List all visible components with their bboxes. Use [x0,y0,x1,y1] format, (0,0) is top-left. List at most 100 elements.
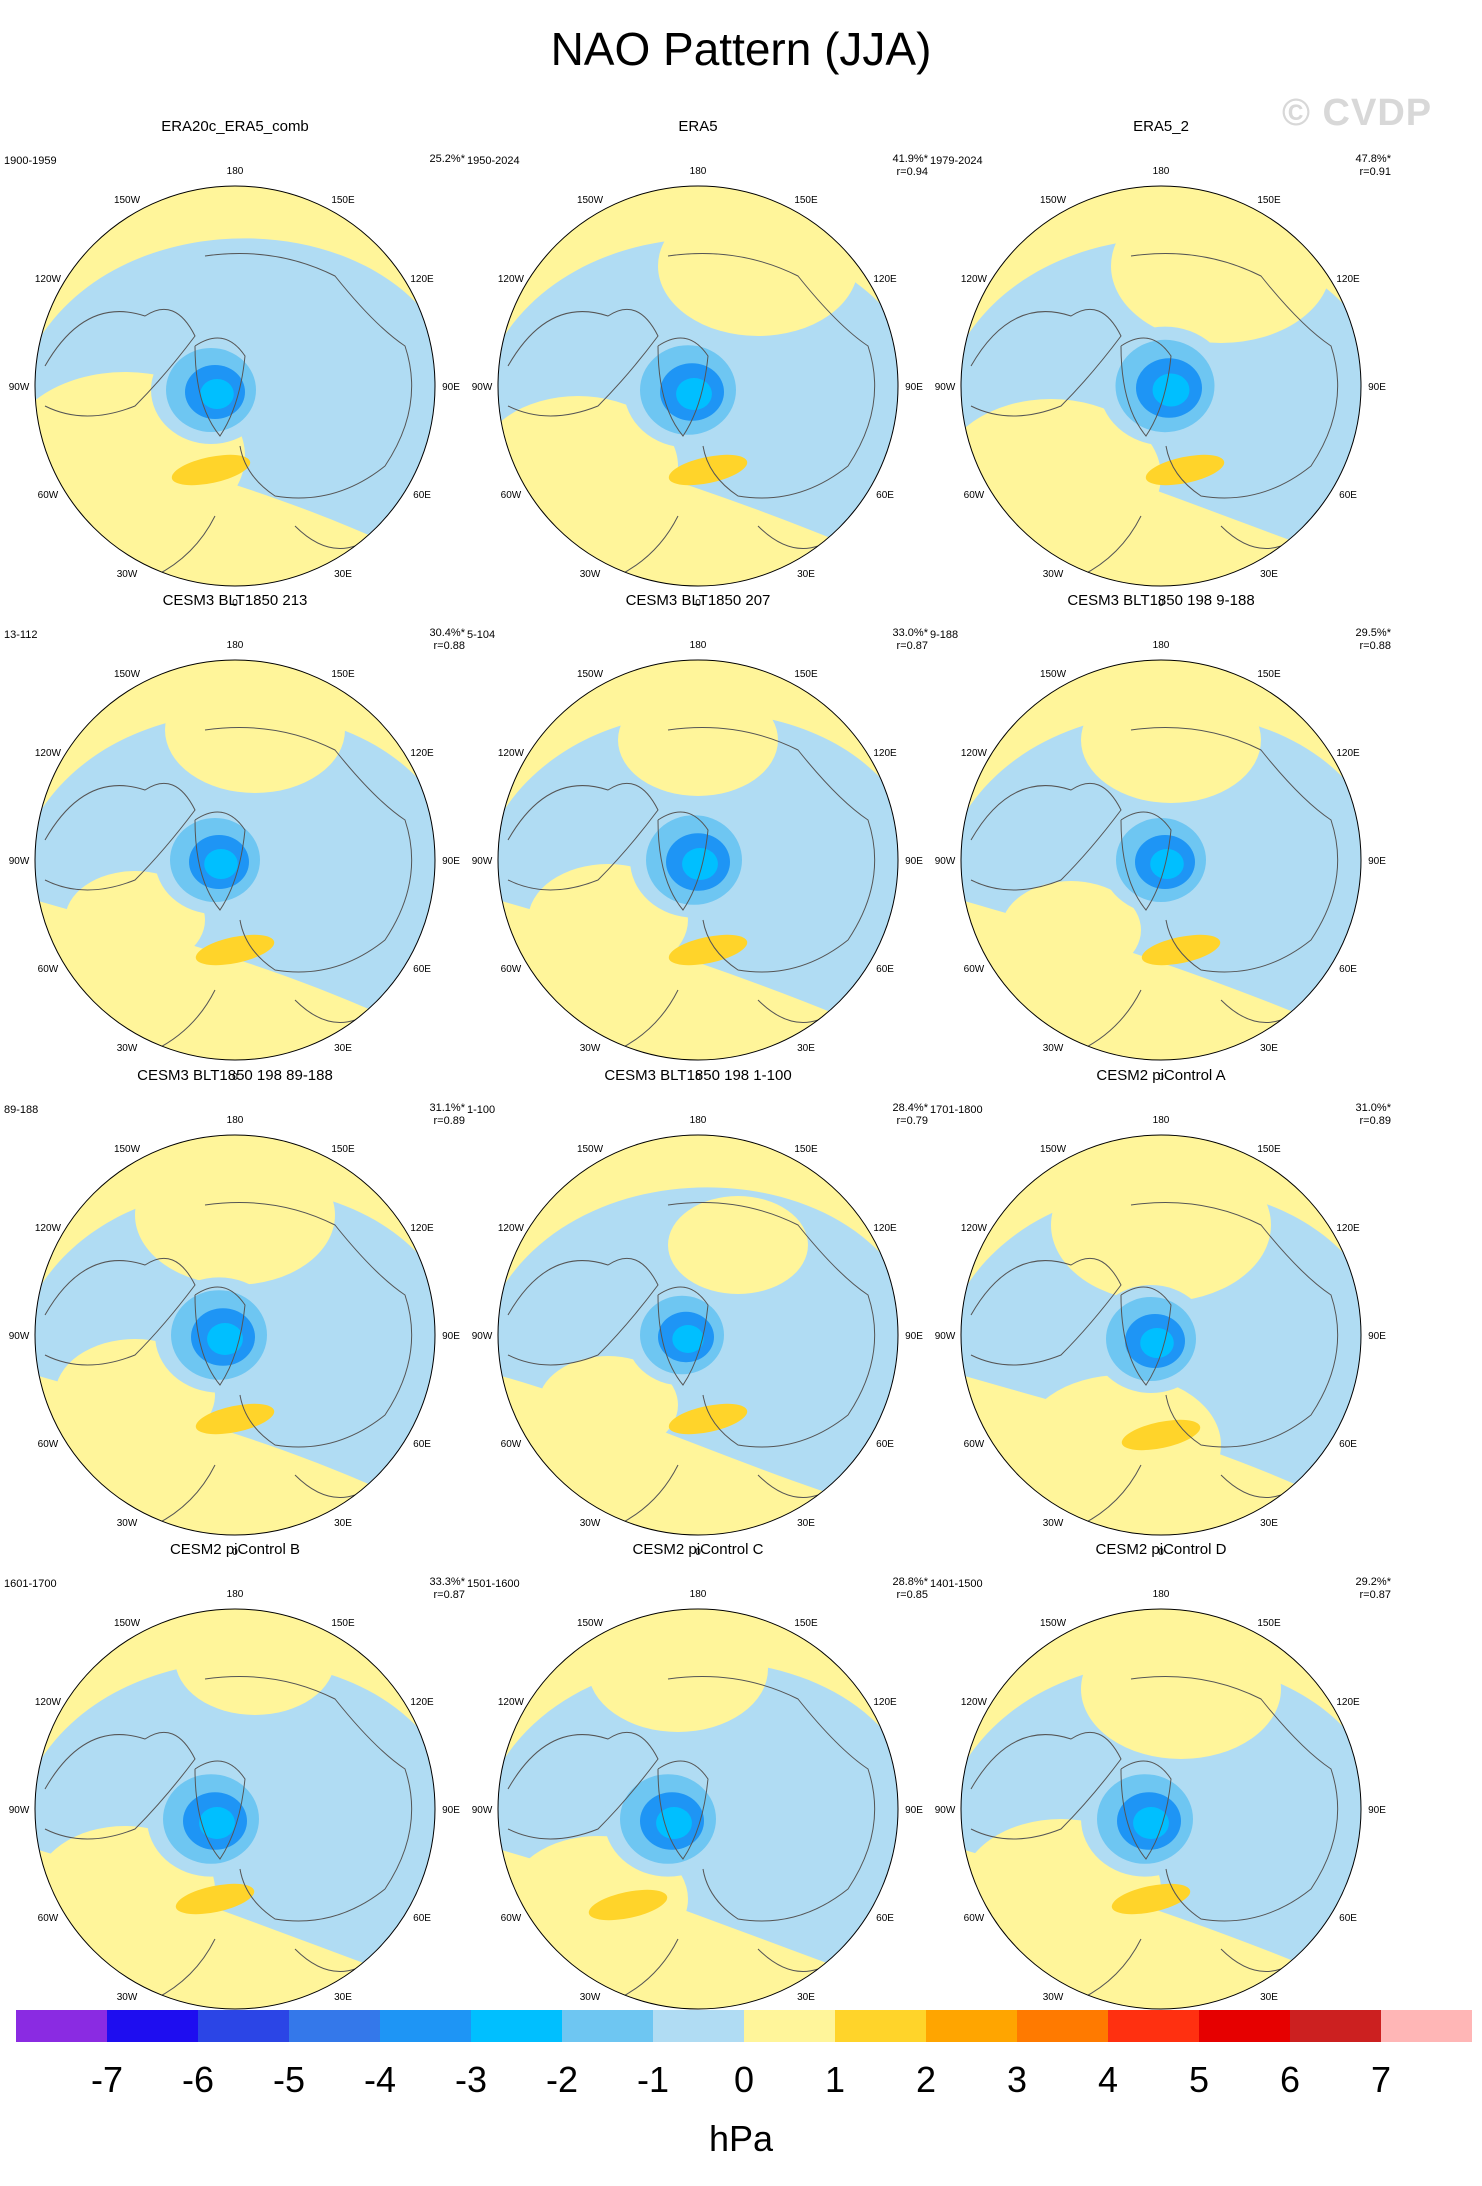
explained-variance: 25.2%* [429,153,465,165]
explained-variance: 33.3%* [429,1576,465,1588]
longitude-label: 60E [876,1439,894,1450]
longitude-label: 30W [580,1518,601,1529]
panel-stats: 28.4%* r=0.79 [893,1102,928,1128]
longitude-label: 90E [442,382,460,393]
longitude-label: 60E [1339,964,1357,975]
longitude-label: 180 [227,1589,244,1600]
colorbar-tick-label: 2 [916,2059,936,2100]
figure-title: NAO Pattern (JJA) [550,23,932,75]
colorbar-tick-label: 5 [1189,2059,1209,2100]
pattern-correlation: r=0.88 [1359,640,1392,652]
colorbar-swatch [1199,2010,1290,2042]
pattern-correlation: r=0.89 [1359,1115,1392,1127]
pattern-correlation: r=0.94 [896,166,929,178]
panel-period: 1501-1600 [467,1578,520,1590]
longitude-label: 30E [797,1043,815,1054]
longitude-label: 150W [577,1618,604,1629]
colorbar-unit: hPa [708,2118,774,2159]
coastlines [970,1202,1339,1526]
longitude-label: 30E [797,1992,815,2003]
longitude-label: 150W [577,1144,604,1155]
colorbar-tick-label: -6 [182,2059,214,2100]
longitude-label: 150E [1257,1618,1281,1629]
colorbar-swatch [289,2010,380,2042]
explained-variance: 33.0%* [892,627,928,639]
map-panel: CESM3 BLT1850 213 13-112 30.4%* r=0.88 180 15… [0,592,470,1083]
longitude-label: 90W [9,1805,30,1816]
panel-title: CESM2 piControl D [1095,1541,1227,1558]
colorbar-tick-label: 0 [734,2059,754,2100]
longitude-label: 90E [442,856,460,867]
pattern-correlation: r=0.79 [896,1115,929,1127]
longitude-label: 90E [1368,1805,1386,1816]
longitude-label: 120E [1336,274,1360,285]
longitude-label: 30W [1043,1992,1064,2003]
longitude-label: 120W [35,1223,62,1234]
longitude-label: 60E [413,1439,431,1450]
longitude-label: 60E [876,1913,894,1924]
explained-variance: 28.4%* [892,1102,928,1114]
panel-title: CESM3 BLT1850 198 1-100 [604,1067,792,1084]
longitude-label: 60W [501,1913,522,1924]
longitude-label: 180 [690,1589,707,1600]
coastlines [507,727,876,1051]
explained-variance: 30.4%* [429,627,465,639]
panel-title: CESM3 BLT1850 213 [162,592,308,609]
longitude-label: 120E [1336,1697,1360,1708]
longitude-label: 180 [690,1115,707,1126]
panel-period: 13-112 [4,629,38,641]
coastlines [507,1676,876,2000]
explained-variance: 29.5%* [1355,627,1391,639]
longitude-label: 120W [961,1223,988,1234]
longitude-label: 30E [1260,1043,1278,1054]
longitude-label: 60W [38,964,59,975]
longitude-label: 150E [331,1618,355,1629]
longitude-label: 180 [690,166,707,177]
longitude-label: 60W [964,1913,985,1924]
explained-variance: 31.1%* [429,1102,465,1114]
coastlines [970,727,1339,1051]
longitude-label: 30E [334,1992,352,2003]
high-center [668,1403,748,1435]
longitude-label: 150E [1257,669,1281,680]
pattern-correlation: r=0.87 [896,640,929,652]
colorbar-tick-label: 6 [1280,2059,1300,2100]
longitude-label: 90W [935,1331,956,1342]
longitude-label: 30W [580,1043,601,1054]
longitude-label: 90E [905,382,923,393]
longitude-label: 120E [873,748,897,759]
longitude-label: 30E [1260,569,1278,580]
longitude-label: 180 [1153,166,1170,177]
coastlines [44,253,413,577]
longitude-label: 90E [1368,382,1386,393]
panel-period: 1401-1500 [930,1578,983,1590]
map-panel: ERA20c_ERA5_comb 1900-1959 25.2%* 180 150E 12… [0,118,470,609]
pattern-correlation: r=0.87 [1359,1589,1392,1601]
panel-stats: 31.1%* r=0.89 [430,1102,465,1128]
map-panel: CESM3 BLT1850 207 5-104 33.0%* r=0.87 180 150… [463,592,933,1083]
longitude-label: 150E [331,669,355,680]
panel-stats: 33.3%* r=0.87 [430,1576,465,1602]
longitude-label: 0 [232,1547,238,1558]
colorbar-tick-label: -3 [455,2059,487,2100]
coastlines [970,253,1339,577]
panel-stats: 25.2%* [430,153,465,166]
panel-period: 1950-2024 [467,155,520,167]
longitude-label: 60E [1339,1439,1357,1450]
longitude-label: 120E [410,274,434,285]
panel-period: 1601-1700 [4,1578,57,1590]
longitude-label: 90W [935,382,956,393]
longitude-label: 150W [577,669,604,680]
longitude-label: 120E [410,1223,434,1234]
longitude-label: 60E [413,1913,431,1924]
coastlines [44,1202,413,1526]
high-center [1141,934,1221,966]
longitude-label: 90W [9,1331,30,1342]
explained-variance: 29.2%* [1355,1576,1391,1588]
colorbar-swatch [744,2010,835,2042]
colorbar-swatch [1017,2010,1108,2042]
panel-stats: 29.2%* r=0.87 [1356,1576,1391,1602]
